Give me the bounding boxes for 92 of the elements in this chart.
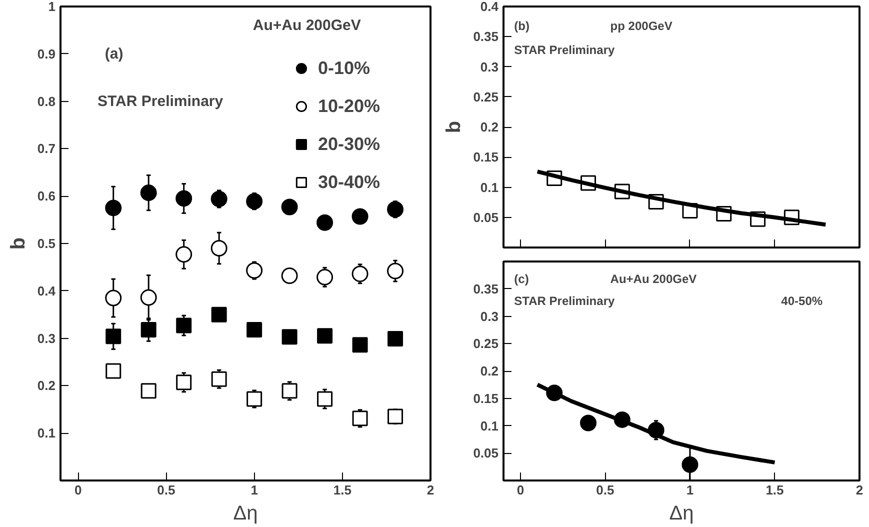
point	[140, 383, 156, 399]
y-tick-label: 0.1	[480, 180, 499, 195]
point	[388, 408, 404, 424]
point	[246, 193, 263, 210]
annotation: Au+Au 200GeV	[252, 16, 361, 34]
x-tick-label: 1	[250, 482, 258, 498]
y-axis-title: b	[443, 120, 466, 134]
point	[317, 328, 333, 344]
y-tick-label: 0.9	[37, 46, 56, 62]
point	[316, 268, 334, 286]
point	[246, 322, 262, 338]
point	[106, 363, 122, 379]
legend-label: 30-40%	[318, 172, 380, 192]
point	[176, 190, 192, 207]
y-tick-label: 0.8	[37, 94, 56, 109]
point	[387, 201, 404, 218]
y-tick-label: 0.35	[473, 281, 499, 296]
x-tick-label: 0.5	[157, 482, 176, 498]
annotation: STAR Preliminary	[98, 92, 224, 110]
y-tick-label: 0.2	[37, 378, 56, 394]
y-tick-label: 0.25	[473, 89, 499, 104]
point	[387, 262, 404, 280]
point	[282, 383, 298, 399]
y-tick-label: 0.6	[37, 188, 56, 204]
annotation: (b)	[514, 18, 530, 33]
y-tick-label: 0.5	[37, 236, 56, 251]
point	[211, 306, 227, 322]
y-tick-label: 0.2	[480, 120, 499, 134]
x-tick-label: 1.5	[766, 482, 784, 498]
x-tick-label: 1.5	[333, 482, 352, 498]
y-tick-label: 0.2	[480, 364, 499, 378]
point	[105, 200, 122, 216]
point	[210, 190, 228, 208]
point	[140, 322, 156, 338]
x-axis-title: Δη	[669, 502, 694, 524]
point	[388, 331, 404, 347]
x-axis-title: Δη	[233, 502, 258, 524]
y-tick-label: 0.3	[480, 308, 499, 324]
point	[352, 337, 368, 353]
point	[281, 198, 298, 216]
y-tick-label: 0.1	[37, 426, 56, 441]
y-axis-title: b	[7, 237, 30, 250]
annotation: (c)	[514, 272, 529, 286]
point	[176, 318, 192, 334]
y-tick-label: 0.3	[37, 330, 56, 346]
y-tick-label: 1	[48, 0, 56, 14]
point	[281, 267, 298, 284]
point	[682, 456, 698, 473]
point	[316, 214, 334, 231]
point	[105, 290, 122, 306]
point	[106, 328, 122, 344]
point	[352, 208, 368, 225]
x-tick-label: 1	[686, 482, 694, 498]
point	[176, 246, 192, 263]
point	[246, 262, 263, 279]
y-tick-label: 0.05	[473, 446, 499, 461]
point	[580, 414, 597, 432]
point	[211, 371, 227, 387]
point	[317, 391, 333, 407]
line-series	[535, 170, 828, 227]
y-tick-label: 0.1	[480, 418, 499, 434]
point	[352, 266, 368, 282]
x-tick-label: 0	[74, 482, 82, 498]
legend-label: 20-30%	[318, 134, 380, 154]
legend-label: 0-10%	[318, 58, 370, 78]
y-tick-label: 0.05	[473, 210, 499, 225]
point	[176, 374, 192, 390]
y-tick-label: 0.3	[480, 59, 499, 74]
y-tick-label: 0.15	[473, 150, 499, 165]
point	[140, 184, 157, 202]
annotation: 40-50%	[781, 294, 823, 308]
x-tick-label: 0	[516, 482, 524, 498]
x-tick-label: 2	[856, 482, 864, 498]
y-tick-label: 0.25	[473, 336, 499, 352]
x-tick-label: 2	[426, 482, 434, 498]
legend-label: 10-20%	[318, 96, 380, 116]
y-tick-label: 0.35	[473, 29, 499, 44]
annotation: (a)	[104, 45, 124, 62]
point	[210, 240, 228, 256]
point	[282, 329, 298, 345]
point	[352, 410, 368, 426]
point	[246, 391, 262, 407]
y-tick-label: 0.7	[37, 141, 56, 156]
y-tick-label: 0.15	[473, 390, 499, 406]
y-tick-label: 0.4	[37, 283, 56, 298]
annotation: pp 200GeV	[610, 18, 672, 33]
annotation: Au+Au 200GeV	[610, 272, 697, 286]
point	[140, 289, 157, 306]
annotation: STAR Preliminary	[514, 294, 615, 308]
x-tick-label: 0.5	[596, 482, 614, 498]
annotation: STAR Preliminary	[514, 42, 615, 57]
y-tick-label: 0.4	[480, 0, 500, 14]
